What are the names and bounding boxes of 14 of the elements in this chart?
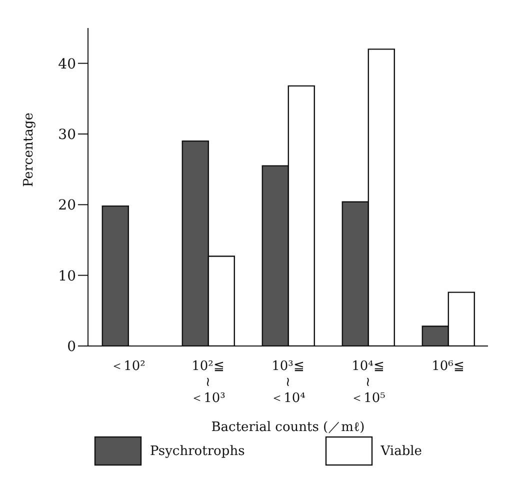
x-tick-label: 10⁶≦ <box>432 359 464 374</box>
x-tick-label: ＜10² <box>110 359 146 374</box>
legend-label: Viable <box>380 444 422 458</box>
x-tick-label: 10⁴≦ ≀ ＜10⁵ <box>350 359 386 406</box>
y-tick-label: 20 <box>58 198 76 214</box>
y-tick-label: 40 <box>58 56 76 72</box>
legend-label: Psychrotrophs <box>150 444 245 458</box>
x-tick-label: 10²≦ ≀ ＜10³ <box>190 359 226 406</box>
y-tick-label: 30 <box>58 126 76 143</box>
x-axis-title: Bacterial counts (／mℓ) <box>211 420 365 435</box>
y-tick-label: 10 <box>58 268 76 284</box>
y-axis-title: Percentage <box>22 112 37 187</box>
x-tick-label: 10³≦ ≀ ＜10⁴ <box>270 359 306 406</box>
y-tick-label: 0 <box>67 338 76 355</box>
